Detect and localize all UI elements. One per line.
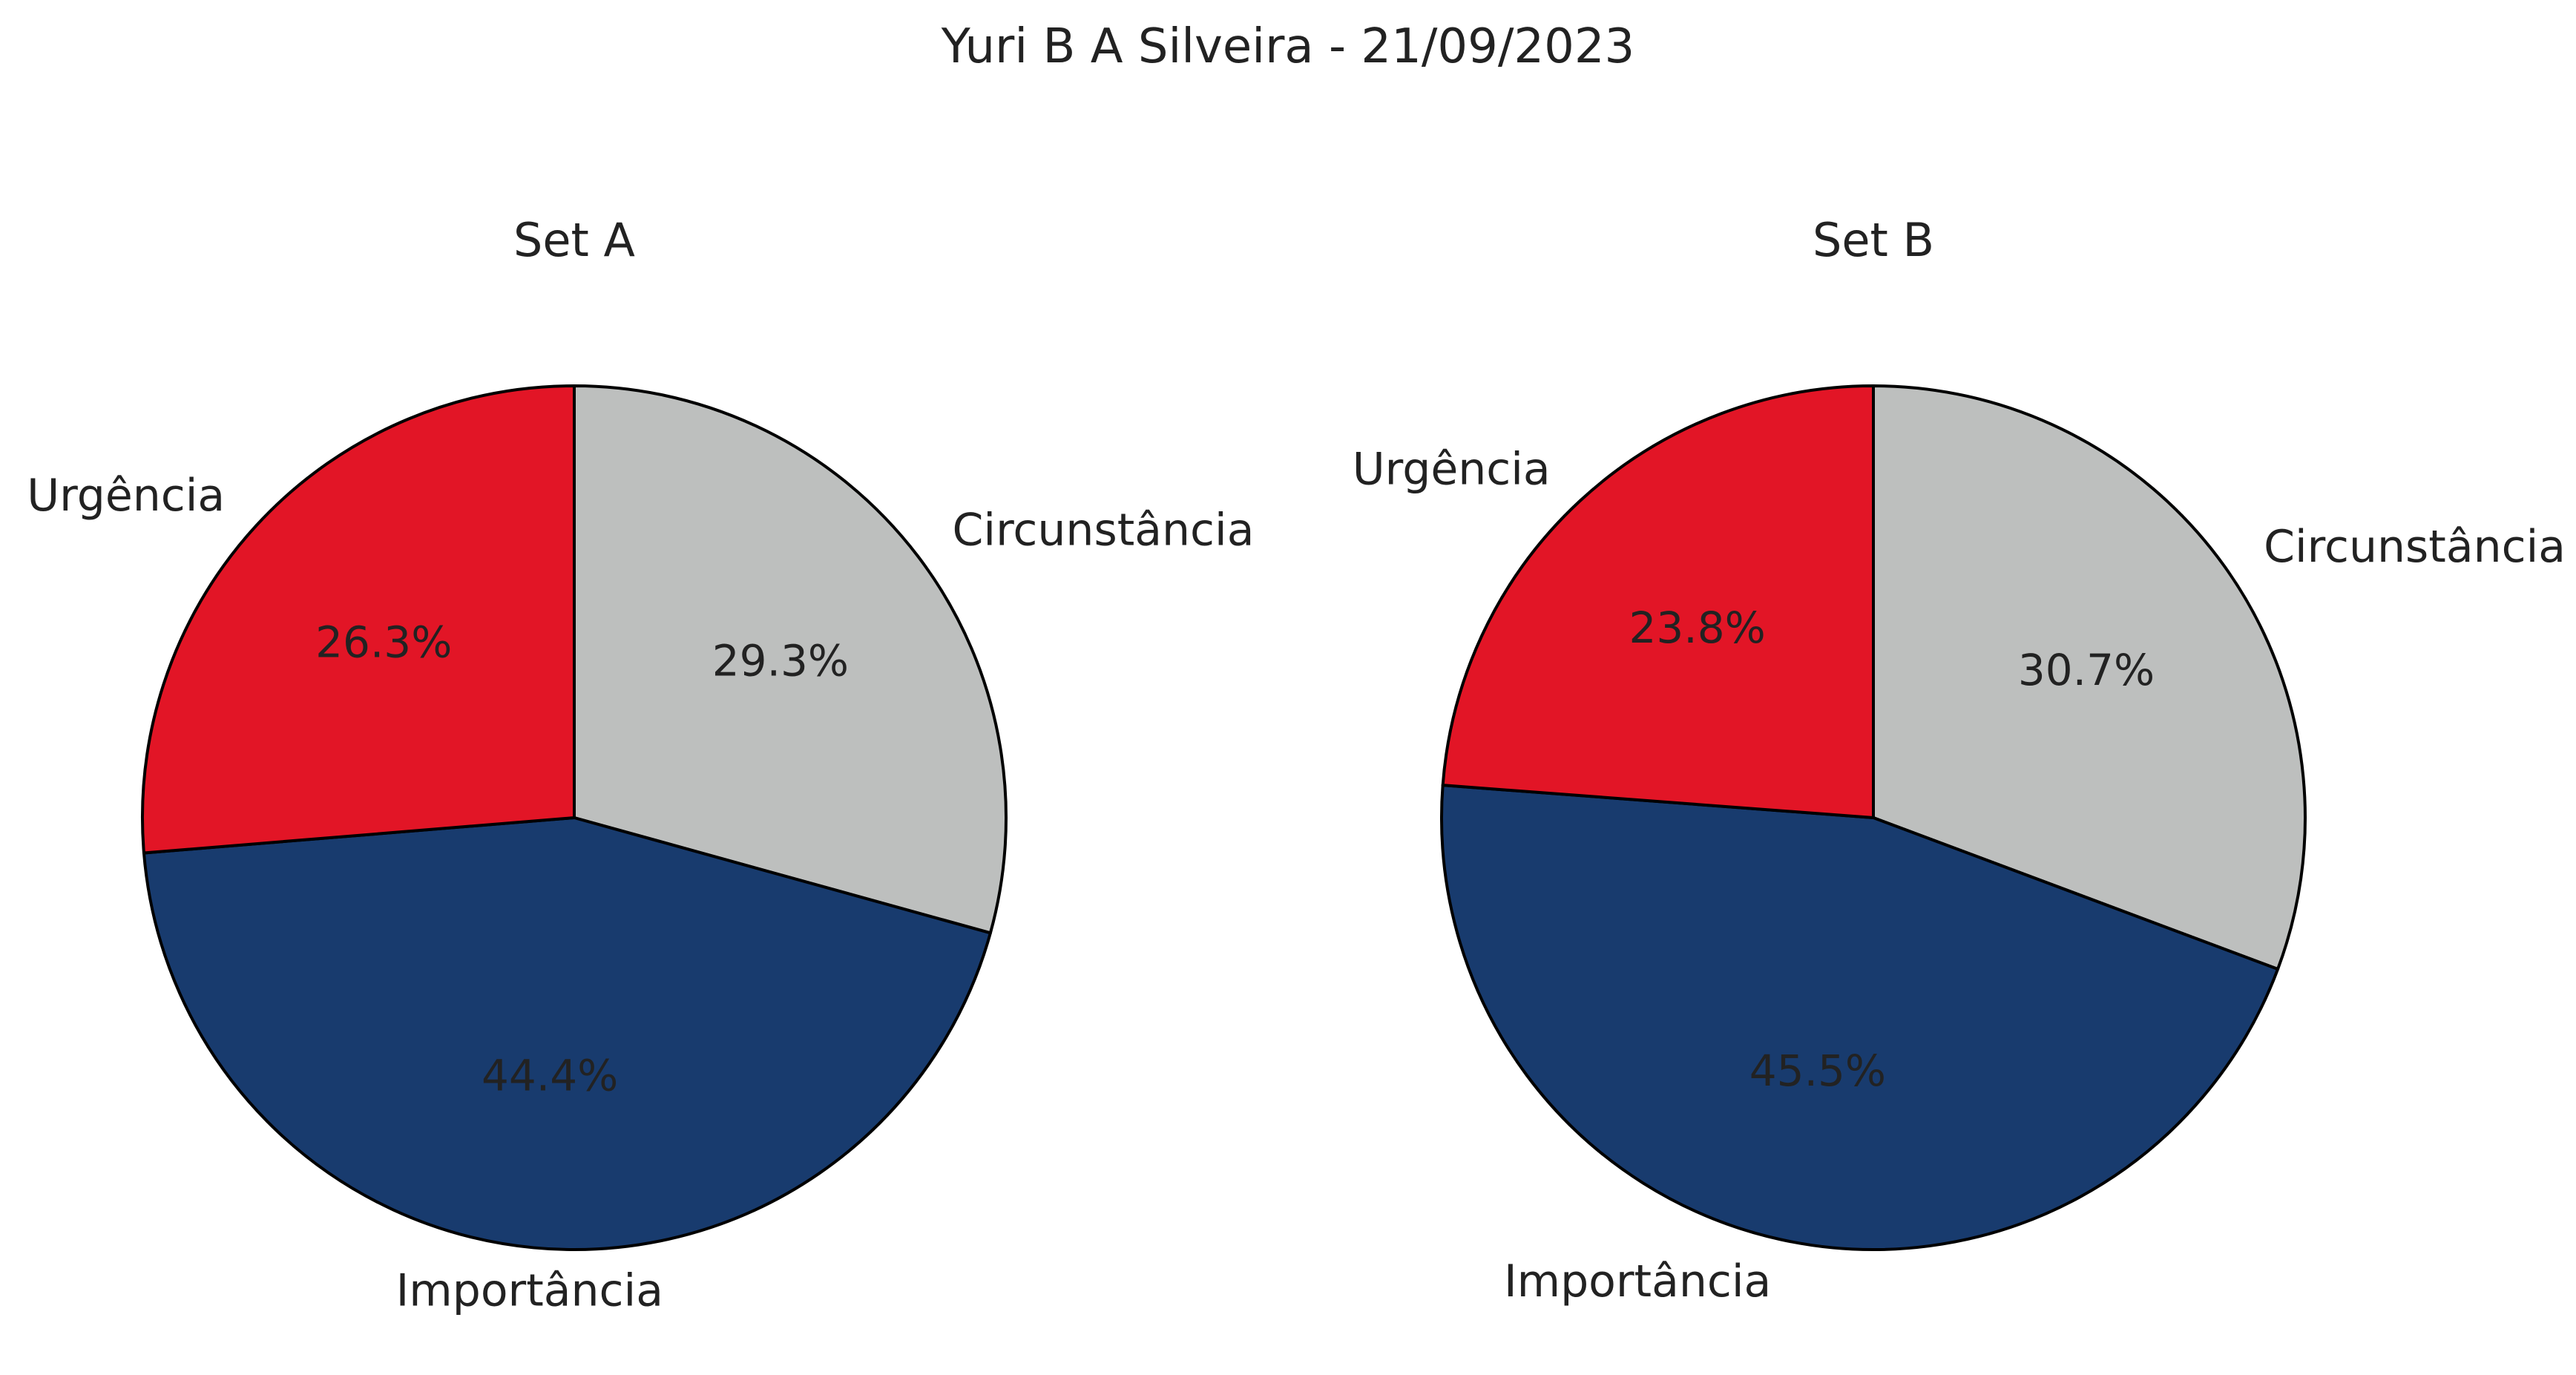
category-label: Importância <box>1504 1256 1771 1307</box>
pie-title: Set B <box>1813 213 1934 267</box>
percent-label: 23.8% <box>1629 603 1765 653</box>
percent-label: 45.5% <box>1749 1046 1886 1096</box>
percent-label: 26.3% <box>315 617 452 667</box>
category-label: Importância <box>396 1264 663 1316</box>
chart-title: Yuri B A Silveira - 21/09/2023 <box>941 19 1635 74</box>
pie-chart-set-a: Set A 29.3% Circunstância 44.4% Importância… <box>27 213 1254 1316</box>
category-label: Circunstância <box>2264 521 2566 573</box>
category-label: Urgência <box>27 470 225 522</box>
pie-title: Set A <box>513 213 635 267</box>
percent-label: 30.7% <box>2018 645 2155 695</box>
category-label: Urgência <box>1353 444 1551 496</box>
pie-chart-set-b: Set B 30.7% Circunstância 45.5% Importância… <box>1353 213 2566 1307</box>
percent-label: 29.3% <box>712 636 849 686</box>
percent-label: 44.4% <box>482 1051 618 1101</box>
category-label: Circunstância <box>953 504 1255 556</box>
